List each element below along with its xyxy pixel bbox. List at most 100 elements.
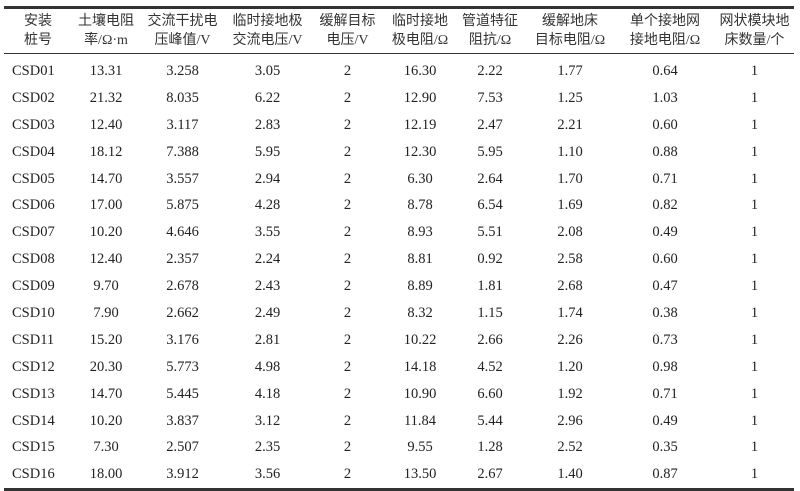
row-id-cell: CSD08	[12, 251, 55, 268]
table-row: CSD11 15.20 3.176 2.81 2 10.22 2.66 2.26 0.73 1	[4, 327, 794, 354]
table-row: CSD04 18.12 7.388 5.95 2 12.30 5.95 1.10 0.88 1	[4, 139, 794, 166]
table-cell: 1	[750, 143, 759, 160]
table-cell: 20.30	[89, 358, 123, 375]
table-cell: 8.32	[407, 304, 433, 321]
table-cell: 5.95	[477, 143, 503, 160]
table-row: CSD02 21.32 8.035 6.22 2 12.90 7.53 1.25 1.03 1	[4, 85, 794, 112]
table-cell: 0.64	[652, 62, 678, 79]
table-cell: 17.00	[89, 197, 123, 214]
table-cell: 2	[343, 331, 352, 348]
table-cell: 1.03	[652, 89, 678, 106]
table-cell: 10.20	[89, 224, 123, 241]
table-cell: 6.54	[477, 197, 503, 214]
table-cell: 1.15	[477, 304, 503, 321]
table-cell: 2	[343, 439, 352, 456]
table-cell: 1	[750, 251, 759, 268]
table-cell: 2.21	[557, 116, 583, 133]
column-header-line: 目标电阻/Ω	[534, 33, 606, 48]
table-cell: 12.19	[403, 116, 437, 133]
table-cell: 3.176	[166, 331, 199, 348]
table-cell: 1	[750, 331, 759, 348]
table-cell: 2.96	[557, 412, 583, 429]
table-cell: 1.25	[557, 89, 583, 106]
table-cell: 5.95	[254, 143, 281, 160]
table-cell: 2.22	[477, 62, 503, 79]
table-cell: 2.66	[477, 331, 503, 348]
table-cell: 3.117	[166, 116, 199, 133]
column-header: 临时接地极 交流电压/V	[225, 8, 310, 54]
row-id-cell: CSD12	[12, 358, 55, 375]
table-cell: 2.43	[254, 278, 281, 295]
table-cell: 15.20	[89, 331, 123, 348]
table-cell: 2.24	[254, 251, 281, 268]
row-id-cell: CSD16	[12, 466, 55, 483]
row-id-cell: CSD07	[12, 224, 55, 241]
table-cell: 1.74	[557, 304, 583, 321]
table-cell: 2.58	[557, 251, 583, 268]
table-cell: 12.30	[403, 143, 437, 160]
table-cell: 14.18	[403, 358, 437, 375]
table-cell: 1	[750, 89, 759, 106]
table-cell: 1	[750, 116, 759, 133]
table-cell: 1	[750, 412, 759, 429]
table-cell: 10.20	[89, 412, 123, 429]
table-cell: 2.68	[557, 278, 583, 295]
column-header-line: 电压/V	[326, 33, 369, 48]
row-id-cell: CSD14	[12, 412, 55, 429]
table-cell: 8.93	[407, 224, 433, 241]
table-row: CSD08 12.40 2.357 2.24 2 8.81 0.92 2.58 0.60 1	[4, 246, 794, 273]
table-cell: 0.73	[652, 331, 678, 348]
table-cell: 0.88	[652, 143, 678, 160]
table-cell: 5.44	[477, 412, 503, 429]
row-id-cell: CSD06	[12, 197, 55, 214]
table-cell: 4.28	[254, 197, 281, 214]
table-cell: 13.50	[403, 466, 437, 483]
table-cell: 2	[343, 89, 352, 106]
table-cell: 18.00	[89, 466, 123, 483]
table-cell: 11.84	[403, 412, 437, 429]
column-header: 网状模块地 床数量/个	[715, 8, 794, 54]
table-cell: 3.912	[166, 466, 199, 483]
table-cell: 10.22	[403, 331, 437, 348]
table-cell: 12.40	[89, 116, 123, 133]
table-cell: 1.10	[557, 143, 583, 160]
table-cell: 2	[343, 412, 352, 429]
row-id-cell: CSD04	[12, 143, 55, 160]
table-cell: 1.77	[557, 62, 583, 79]
table-cell: 2.81	[254, 331, 281, 348]
table-cell: 14.70	[89, 385, 123, 402]
table-row: CSD13 14.70 5.445 4.18 2 10.90 6.60 1.92 0.71 1	[4, 381, 794, 408]
table-cell: 3.557	[166, 170, 199, 187]
row-id-cell: CSD10	[12, 304, 55, 321]
table-cell: 7.90	[93, 304, 119, 321]
table-cell: 0.47	[652, 278, 678, 295]
table-cell: 13.31	[89, 62, 123, 79]
table-cell: 2.83	[254, 116, 281, 133]
table-row: CSD14 10.20 3.837 3.12 2 11.84 5.44 2.96 0.49 1	[4, 408, 794, 435]
table-cell: 2.52	[557, 439, 583, 456]
table-cell: 2.94	[254, 170, 281, 187]
column-header-line: 缓解地床	[542, 14, 598, 29]
row-id-cell: CSD09	[12, 278, 55, 295]
table-cell: 2	[343, 385, 352, 402]
table-cell: 5.445	[166, 385, 199, 402]
table-cell: 0.35	[652, 439, 678, 456]
table-cell: 1	[750, 304, 759, 321]
column-header: 交流干扰电 压峰值/V	[140, 8, 225, 54]
table-cell: 6.30	[407, 170, 433, 187]
table-cell: 1	[750, 385, 759, 402]
table-cell: 3.56	[254, 466, 281, 483]
table-cell: 1	[750, 278, 759, 295]
table-row: CSD16 18.00 3.912 3.56 2 13.50 2.67 1.40 0.87 1	[4, 461, 794, 490]
column-header-line: 土壤电阻	[78, 14, 134, 29]
column-header-line: 交流干扰电	[147, 14, 218, 29]
data-table: 安装 桩号 土壤电阻 率/Ω·m 交流干扰电 压峰值/V 临时接地极 交流电压/V 缓解目标 电压…	[4, 6, 794, 491]
table-row: CSD07 10.20 4.646 3.55 2 8.93 5.51 2.08 0.49 1	[4, 219, 794, 246]
table-cell: 3.12	[254, 412, 281, 429]
column-header: 临时接地 极电阻/Ω	[385, 8, 455, 54]
column-header: 管道特征 阻抗/Ω	[455, 8, 525, 54]
table-cell: 2	[343, 197, 352, 214]
table-row: CSD15 7.30 2.507 2.35 2 9.55 1.28 2.52 0.35 1	[4, 434, 794, 461]
table-row: CSD09 9.70 2.678 2.43 2 8.89 1.81 2.68 0.47 1	[4, 273, 794, 300]
row-id-cell: CSD01	[12, 62, 55, 79]
